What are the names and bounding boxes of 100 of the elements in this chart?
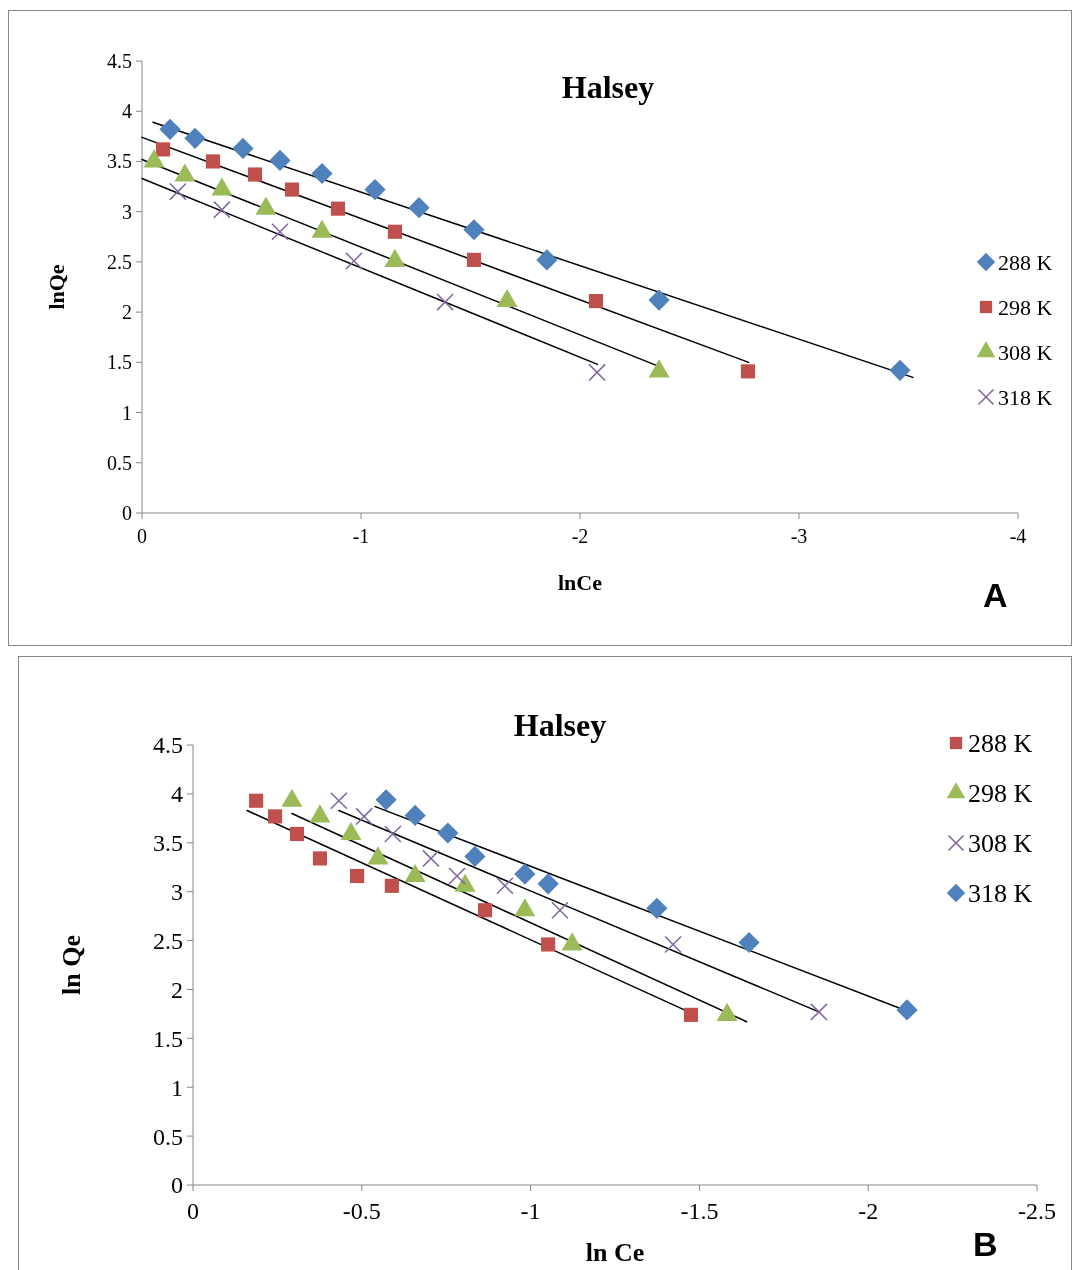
point [159,118,181,140]
point [436,293,454,311]
point [284,182,300,197]
point [437,822,459,844]
y-tick-label: 3.5 [153,830,183,857]
point [311,162,333,185]
x-tick-label: -0.5 [342,1198,381,1224]
x-tick-label: -3 [790,525,808,547]
point [738,931,760,954]
point [664,935,682,954]
y-tick-label: 0 [171,1172,183,1199]
legend-label: 318 K [968,879,1033,909]
x-tick-label: -1 [520,1198,541,1224]
point [889,359,911,381]
point [355,807,373,826]
legend-label: 308 K [968,829,1033,859]
y-tick-label: 2.5 [107,250,132,273]
point [422,849,440,868]
y-tick-label: 1.5 [153,1025,183,1052]
point [810,1003,828,1021]
y-tick-label: 3 [171,879,183,906]
point [247,167,263,182]
point [289,826,305,842]
point [408,197,430,219]
point [496,877,514,895]
point [249,793,264,808]
x-tick-label: -2.5 [1018,1198,1056,1224]
x-tick-label: -1 [352,525,370,547]
point [205,154,221,169]
point [648,289,670,311]
y-tick-label: 3 [122,200,132,223]
y-tick-label: 0 [122,502,132,524]
x-tick-label: -2 [571,525,589,547]
point [466,252,482,267]
chart-title: Halsey [513,707,607,743]
point [477,903,493,918]
point [463,219,485,241]
point [537,873,559,895]
point [213,200,231,219]
point [375,789,397,811]
point [536,249,558,271]
y-tick-label: 2 [122,301,132,324]
x-tick-label: -2 [858,1198,879,1224]
point [404,804,426,827]
point [683,1007,699,1022]
point [896,999,918,1021]
legend-label: 298 K [968,779,1033,809]
point [350,868,365,884]
y-tick-label: 1.5 [107,351,132,374]
point [267,809,283,824]
point [384,825,402,843]
point [464,845,486,868]
legend-label: 288 K [998,249,1053,275]
y-tick-label: 4 [171,781,183,808]
point [312,851,328,866]
y-tick-label: 3.5 [107,150,132,173]
point [364,178,386,201]
point [271,222,289,241]
legend-label: 298 K [998,294,1053,320]
point [588,363,606,382]
y-axis-title: ln Qe [57,935,86,995]
text: A [983,576,1008,614]
y-tick-label: 2 [171,976,183,1003]
point [155,142,171,157]
y-tick-label: 0.5 [153,1123,183,1150]
legend-label: 318 K [998,384,1053,410]
legend-label: 308 K [998,339,1053,365]
y-tick-label: 1 [122,401,132,424]
x-tick-label: 0 [137,525,147,547]
point [541,937,556,952]
point [646,897,668,919]
legend-label: 288 K [968,729,1033,759]
chart-title: Halsey [561,69,655,105]
y-tick-label: 0.5 [107,451,132,474]
point [232,137,254,159]
point [269,149,291,172]
point [330,791,348,810]
y-axis-title: lnQe [44,264,69,310]
y-tick-label: 1 [171,1074,183,1101]
text: B [973,1225,998,1263]
point [184,127,206,149]
point [740,364,756,379]
x-axis-title: ln Ce [585,1238,645,1267]
point [387,224,403,239]
x-axis-title: lnCe [558,570,603,595]
point [448,867,466,885]
x-tick-label: -4 [1009,525,1027,547]
y-tick-label: 4 [122,100,132,123]
x-tick-label: 0 [187,1198,199,1224]
point [345,252,363,270]
y-tick-label: 2.5 [153,927,183,954]
point [330,201,346,216]
y-tick-label: 4.5 [107,50,132,72]
point [384,878,399,893]
point [588,293,604,309]
point [169,182,187,201]
point [514,863,536,885]
y-tick-label: 4.5 [153,732,183,759]
x-tick-label: -1.5 [680,1198,719,1224]
point [551,901,569,920]
